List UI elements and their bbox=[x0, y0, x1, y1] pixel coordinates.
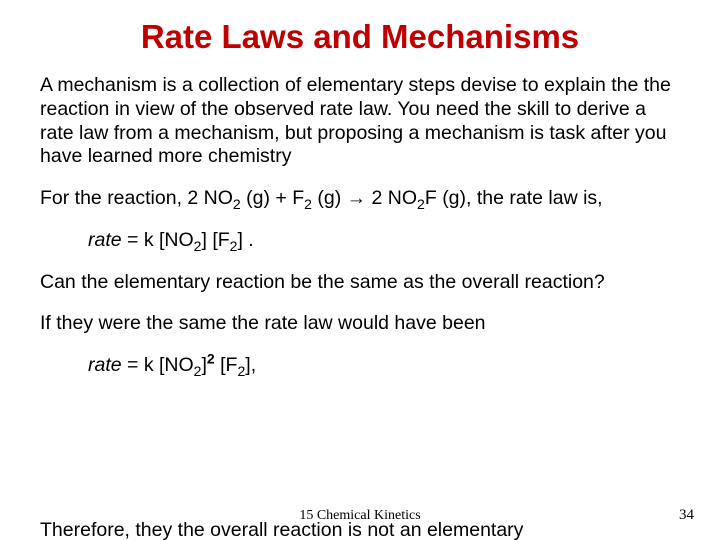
text: (g) + F bbox=[241, 187, 304, 209]
slide-title: Rate Laws and Mechanisms bbox=[40, 18, 680, 56]
paragraph-cut: Therefore, they the overall reaction is … bbox=[40, 519, 680, 540]
paragraph-question: Can the elementary reaction be the same … bbox=[40, 271, 680, 295]
text: [F bbox=[215, 354, 238, 376]
text: = k [NO bbox=[122, 229, 194, 251]
subscript: 2 bbox=[233, 196, 241, 212]
rate-var: rate bbox=[88, 229, 122, 251]
text: 2 NO bbox=[366, 187, 417, 209]
text: = k [NO bbox=[122, 354, 194, 376]
rate-var: rate bbox=[88, 354, 122, 376]
subscript: 2 bbox=[417, 196, 425, 212]
paragraph-intro: A mechanism is a collection of elementar… bbox=[40, 74, 680, 169]
paragraph-if: If they were the same the rate law would… bbox=[40, 312, 680, 336]
paragraph-reaction: For the reaction, 2 NO2 (g) + F2 (g) → 2… bbox=[40, 187, 680, 211]
text: For the reaction, 2 NO bbox=[40, 187, 233, 209]
subscript: 2 bbox=[304, 196, 312, 212]
equation-1: rate = k [NO2] [F2] . bbox=[40, 229, 680, 253]
text: ] . bbox=[237, 229, 253, 251]
page-number: 34 bbox=[679, 507, 694, 524]
slide: Rate Laws and Mechanisms A mechanism is … bbox=[0, 0, 720, 540]
text: F (g), the rate law is, bbox=[425, 187, 603, 209]
text: ] [F bbox=[201, 229, 229, 251]
equation-2: rate = k [NO2]2 [F2], bbox=[40, 354, 680, 378]
superscript: 2 bbox=[207, 351, 215, 367]
arrow-icon: → bbox=[347, 187, 367, 209]
text: ], bbox=[245, 354, 256, 376]
text: (g) bbox=[312, 187, 347, 209]
